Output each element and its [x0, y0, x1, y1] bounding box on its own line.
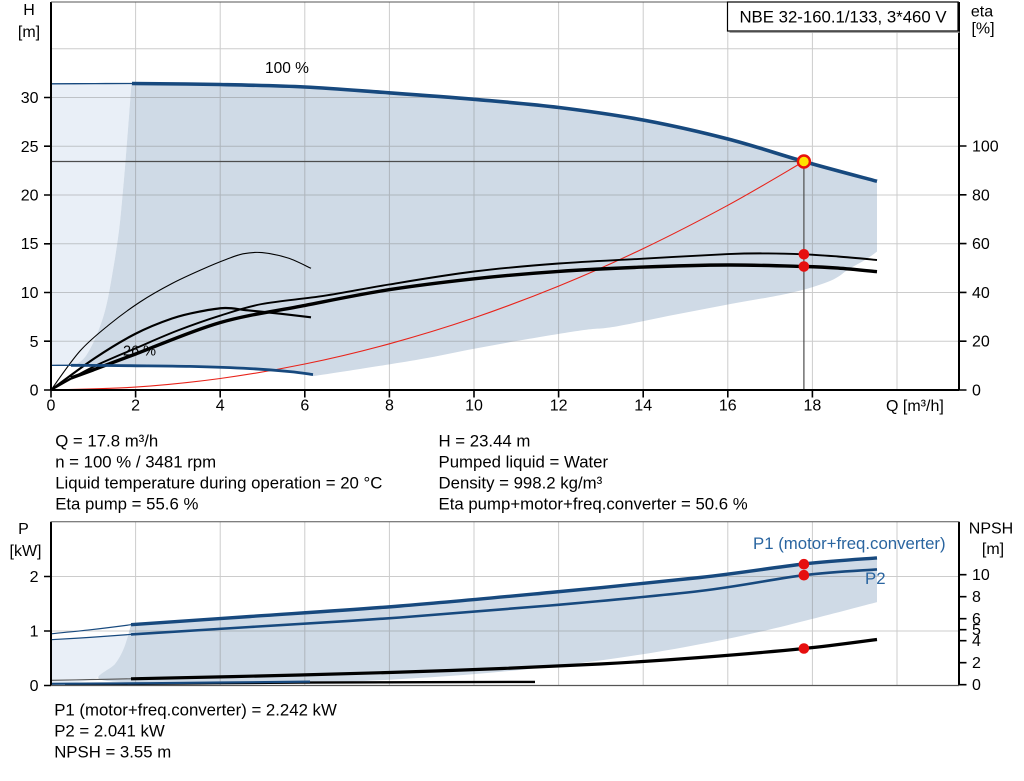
svg-text:P1 (motor+freq.converter) = 2.: P1 (motor+freq.converter) = 2.242 kW — [54, 700, 337, 719]
svg-text:30: 30 — [21, 90, 39, 107]
svg-text:H: H — [23, 2, 35, 19]
svg-text:eta: eta — [971, 4, 993, 21]
svg-text:10: 10 — [21, 285, 39, 302]
svg-text:Q [m³/h]: Q [m³/h] — [886, 398, 944, 415]
svg-text:NPSH: NPSH — [969, 521, 1013, 538]
svg-text:18: 18 — [804, 398, 822, 415]
svg-text:Eta pump+motor+freq.converter: Eta pump+motor+freq.converter = 50.6 % — [439, 494, 748, 513]
svg-text:14: 14 — [634, 398, 652, 415]
svg-text:60: 60 — [972, 236, 990, 253]
svg-text:80: 80 — [972, 187, 990, 204]
svg-text:16: 16 — [719, 398, 737, 415]
svg-text:5: 5 — [30, 334, 39, 351]
svg-text:2: 2 — [131, 398, 140, 415]
svg-text:10: 10 — [465, 398, 483, 415]
svg-text:[m]: [m] — [18, 24, 40, 41]
svg-text:0: 0 — [972, 383, 981, 400]
svg-text:Density = 998.2 kg/m³: Density = 998.2 kg/m³ — [439, 473, 603, 492]
svg-text:P2: P2 — [865, 569, 886, 588]
svg-text:100: 100 — [972, 139, 999, 156]
svg-text:[kW]: [kW] — [10, 543, 42, 560]
svg-text:Q = 17.8 m³/h: Q = 17.8 m³/h — [55, 431, 158, 450]
svg-text:n = 100 % / 3481 rpm: n = 100 % / 3481 rpm — [55, 452, 216, 471]
svg-text:[%]: [%] — [971, 21, 994, 38]
svg-text:40: 40 — [972, 285, 990, 302]
svg-text:6: 6 — [300, 398, 309, 415]
svg-text:1: 1 — [30, 624, 39, 641]
svg-text:100 %: 100 % — [265, 60, 309, 77]
svg-text:P2 = 2.041 kW: P2 = 2.041 kW — [54, 722, 165, 741]
svg-text:Liquid temperature during oper: Liquid temperature during operation = 20… — [55, 473, 382, 492]
svg-text:2: 2 — [30, 569, 39, 586]
svg-text:6: 6 — [972, 611, 981, 628]
svg-text:P: P — [18, 521, 29, 538]
svg-text:H = 23.44 m: H = 23.44 m — [439, 431, 531, 450]
svg-text:2: 2 — [972, 655, 981, 672]
svg-text:[m]: [m] — [982, 541, 1004, 558]
svg-text:P1 (motor+freq.converter): P1 (motor+freq.converter) — [753, 534, 946, 553]
svg-text:0: 0 — [972, 677, 981, 694]
svg-text:NPSH = 3.55 m: NPSH = 3.55 m — [54, 743, 171, 762]
svg-text:8: 8 — [385, 398, 394, 415]
svg-text:25: 25 — [21, 139, 39, 156]
svg-text:4: 4 — [972, 633, 981, 650]
svg-text:15: 15 — [21, 236, 39, 253]
svg-text:20: 20 — [972, 334, 990, 351]
svg-text:12: 12 — [550, 398, 568, 415]
svg-text:4: 4 — [216, 398, 225, 415]
svg-text:10: 10 — [972, 567, 990, 584]
svg-text:0: 0 — [30, 383, 39, 400]
svg-text:Eta pump = 55.6 %: Eta pump = 55.6 % — [55, 494, 198, 513]
svg-text:Pumped liquid = Water: Pumped liquid = Water — [439, 452, 609, 471]
svg-text:8: 8 — [972, 589, 981, 606]
svg-text:NBE 32-160.1/133, 3*460 V: NBE 32-160.1/133, 3*460 V — [739, 8, 947, 27]
svg-text:0: 0 — [47, 398, 56, 415]
svg-text:5: 5 — [972, 622, 981, 639]
svg-text:0: 0 — [30, 678, 39, 695]
svg-text:20: 20 — [21, 188, 39, 205]
